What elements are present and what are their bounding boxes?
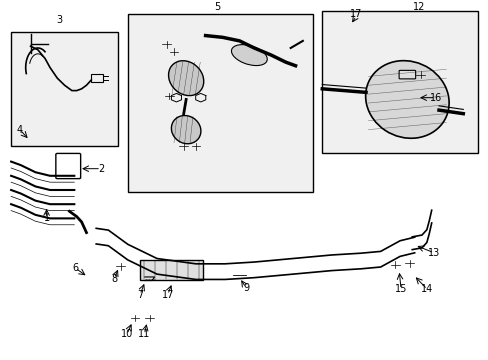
Ellipse shape xyxy=(231,45,267,66)
Text: 2: 2 xyxy=(98,164,104,174)
Text: 3: 3 xyxy=(57,15,62,24)
Text: 5: 5 xyxy=(214,2,221,12)
Text: 6: 6 xyxy=(72,263,78,273)
Text: 4: 4 xyxy=(17,125,23,135)
FancyBboxPatch shape xyxy=(11,32,118,145)
Text: 9: 9 xyxy=(243,283,248,293)
Text: 14: 14 xyxy=(420,284,432,294)
Text: 11: 11 xyxy=(138,329,150,339)
Bar xyxy=(140,260,203,280)
FancyBboxPatch shape xyxy=(127,14,312,192)
Text: 8: 8 xyxy=(111,274,117,284)
Ellipse shape xyxy=(365,60,448,138)
Text: 15: 15 xyxy=(394,284,407,294)
Text: 1: 1 xyxy=(43,213,50,224)
Text: 16: 16 xyxy=(428,93,441,103)
Ellipse shape xyxy=(171,116,201,144)
Text: 17: 17 xyxy=(161,290,174,300)
Text: 7: 7 xyxy=(137,290,143,300)
Text: 17: 17 xyxy=(349,9,362,19)
Text: 12: 12 xyxy=(412,2,425,12)
Text: 10: 10 xyxy=(121,329,133,339)
Bar xyxy=(91,74,103,82)
FancyBboxPatch shape xyxy=(398,70,415,79)
Text: 13: 13 xyxy=(427,248,439,258)
FancyBboxPatch shape xyxy=(322,11,477,153)
Ellipse shape xyxy=(168,61,203,96)
